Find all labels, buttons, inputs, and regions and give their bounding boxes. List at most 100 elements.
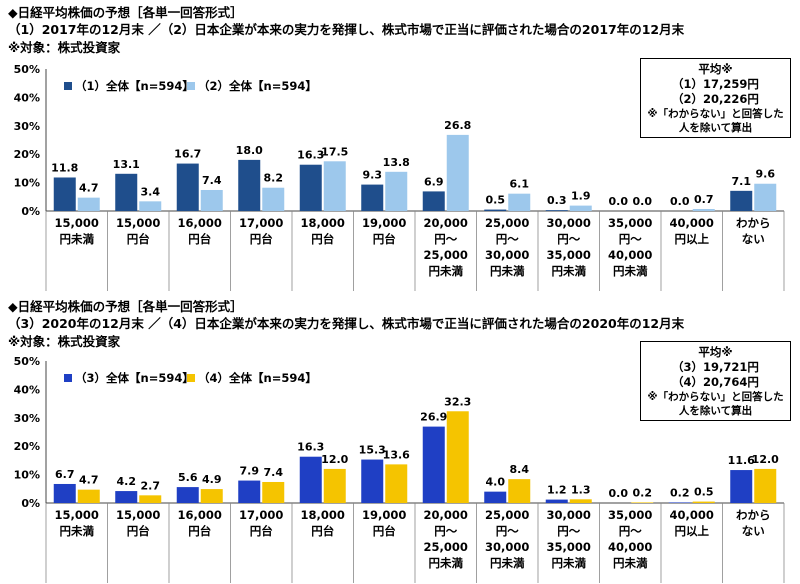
- x-tick-label: 20,000: [424, 216, 468, 230]
- bar: [77, 489, 100, 503]
- bar: [730, 190, 753, 211]
- x-tick-label: ない: [742, 524, 765, 538]
- x-tick-label: 15,000: [116, 216, 160, 230]
- x-tick-label: 16,000: [178, 508, 222, 522]
- x-tick-label: 円未満: [613, 264, 648, 278]
- x-tick-label: 円台: [311, 524, 334, 538]
- x-tick-label: 18,000: [301, 216, 345, 230]
- x-tick-label: 円～: [619, 524, 642, 538]
- avg-line2: （2）20,226円: [672, 92, 759, 106]
- x-tick-label: 円台: [127, 232, 150, 246]
- avg-note1: ※「わからない」と回答した: [647, 391, 784, 403]
- bar: [692, 209, 715, 211]
- bar: [238, 159, 261, 211]
- x-tick-label: 19,000: [362, 216, 406, 230]
- x-tick-label: 35,000: [608, 508, 652, 522]
- x-tick-label: 17,000: [239, 216, 283, 230]
- y-tick-label: 40%: [14, 383, 40, 396]
- data-label: 32.3: [444, 395, 471, 408]
- data-label: 8.2: [264, 172, 284, 185]
- data-label: 15.3: [359, 444, 386, 457]
- x-tick-label: 円台: [250, 232, 273, 246]
- x-tick-label: 40,000: [670, 216, 714, 230]
- bar: [385, 464, 408, 503]
- data-label: 16.7: [174, 148, 201, 161]
- bar: [484, 491, 507, 503]
- data-label: 7.9: [240, 465, 260, 478]
- bar: [569, 205, 592, 211]
- chart2-svg: 0% 10% 20% 30% 40% 50% 6.7 4.2 5.6 7.9 16.3 15.3 26.…: [14, 355, 785, 583]
- data-label: 9.6: [756, 168, 776, 181]
- bar: [754, 468, 777, 503]
- data-label: 16.3: [297, 149, 324, 162]
- bar: [385, 171, 408, 211]
- legend-swatch: [187, 374, 195, 382]
- x-tick-label: 35,000: [608, 216, 652, 230]
- x-tick-label: 円～: [557, 232, 580, 246]
- x-tick-label: 18,000: [301, 508, 345, 522]
- x-tick-label: ない: [742, 232, 765, 246]
- data-label: 5.6: [178, 471, 198, 484]
- x-tick-label: 円未満: [613, 556, 648, 570]
- y-tick-label: 0%: [21, 497, 40, 510]
- x-tick-label: 円未満: [552, 264, 587, 278]
- y-tick-label: 10%: [14, 177, 40, 190]
- bar: [323, 468, 346, 503]
- x-tick-label: 35,000: [547, 540, 591, 554]
- bar: [508, 479, 531, 503]
- avg-line1: （3）19,721円: [672, 360, 759, 374]
- data-label: 0.0: [609, 487, 629, 500]
- bar: [139, 201, 162, 211]
- bar: [631, 502, 654, 503]
- legend-label: （4）全体【n=594】: [198, 371, 317, 385]
- x-tick-label: 円未満: [429, 556, 464, 570]
- x-tick-label: 30,000: [547, 508, 591, 522]
- bar: [569, 499, 592, 503]
- data-label: 26.9: [420, 411, 447, 424]
- x-tick-label: 15,000: [116, 508, 160, 522]
- y-tick-label: 0%: [21, 205, 40, 218]
- x-tick-label: 円～: [434, 524, 457, 538]
- bar: [422, 426, 445, 503]
- x-tick-label: 円～: [557, 524, 580, 538]
- avg-line2: （4）20,764円: [672, 375, 759, 389]
- bar: [299, 456, 322, 503]
- y-tick-label: 20%: [14, 148, 40, 161]
- x-tick-label: 17,000: [239, 508, 283, 522]
- x-tick-label: 円台: [250, 524, 273, 538]
- x-tick-label: 円未満: [429, 264, 464, 278]
- data-label: 16.3: [297, 441, 324, 454]
- chart1-svg: 0% 10% 20% 30% 40% 50% 11.8 13.1 16.7 18.0 16.3 9.3…: [14, 63, 785, 291]
- bar: [730, 470, 753, 503]
- x-tick-label: 円～: [619, 232, 642, 246]
- x-tick-label: 円未満: [552, 556, 587, 570]
- x-tick-label: 30,000: [485, 248, 529, 262]
- y-tick-label: 30%: [14, 412, 40, 425]
- x-tick-label: 30,000: [547, 216, 591, 230]
- bar: [299, 164, 322, 211]
- data-label: 6.9: [424, 175, 444, 188]
- bar: [115, 173, 138, 211]
- chart2-average-box: 平均※ （3）19,721円 （4）20,764円 ※「わからない」と回答した …: [640, 341, 791, 421]
- x-tick-label: 円台: [188, 524, 211, 538]
- x-tick-label: 円台: [127, 524, 150, 538]
- data-label: 4.2: [117, 475, 137, 488]
- x-tick-label: 15,000: [55, 216, 99, 230]
- legend-swatch: [64, 374, 72, 382]
- data-label: 2.7: [141, 479, 161, 492]
- data-label: 0.5: [694, 486, 714, 499]
- data-label: 13.6: [383, 448, 410, 461]
- x-tick-label: 25,000: [424, 540, 468, 554]
- bar: [323, 161, 346, 211]
- data-label: 1.3: [571, 483, 591, 496]
- data-label: 11.8: [51, 161, 78, 174]
- avg-line1: （1）17,259円: [672, 77, 759, 91]
- chart1-target: ※対象：株式投資家: [8, 40, 121, 55]
- x-tick-label: 円台: [373, 524, 396, 538]
- x-tick-label: 25,000: [424, 248, 468, 262]
- data-label: 4.0: [486, 476, 506, 489]
- chart1-average-box: 平均※ （1）17,259円 （2）20,226円 ※「わからない」と回答した …: [640, 58, 791, 138]
- x-tick-label: 円台: [373, 232, 396, 246]
- data-label: 13.8: [383, 156, 410, 169]
- data-label: 12.0: [752, 453, 779, 466]
